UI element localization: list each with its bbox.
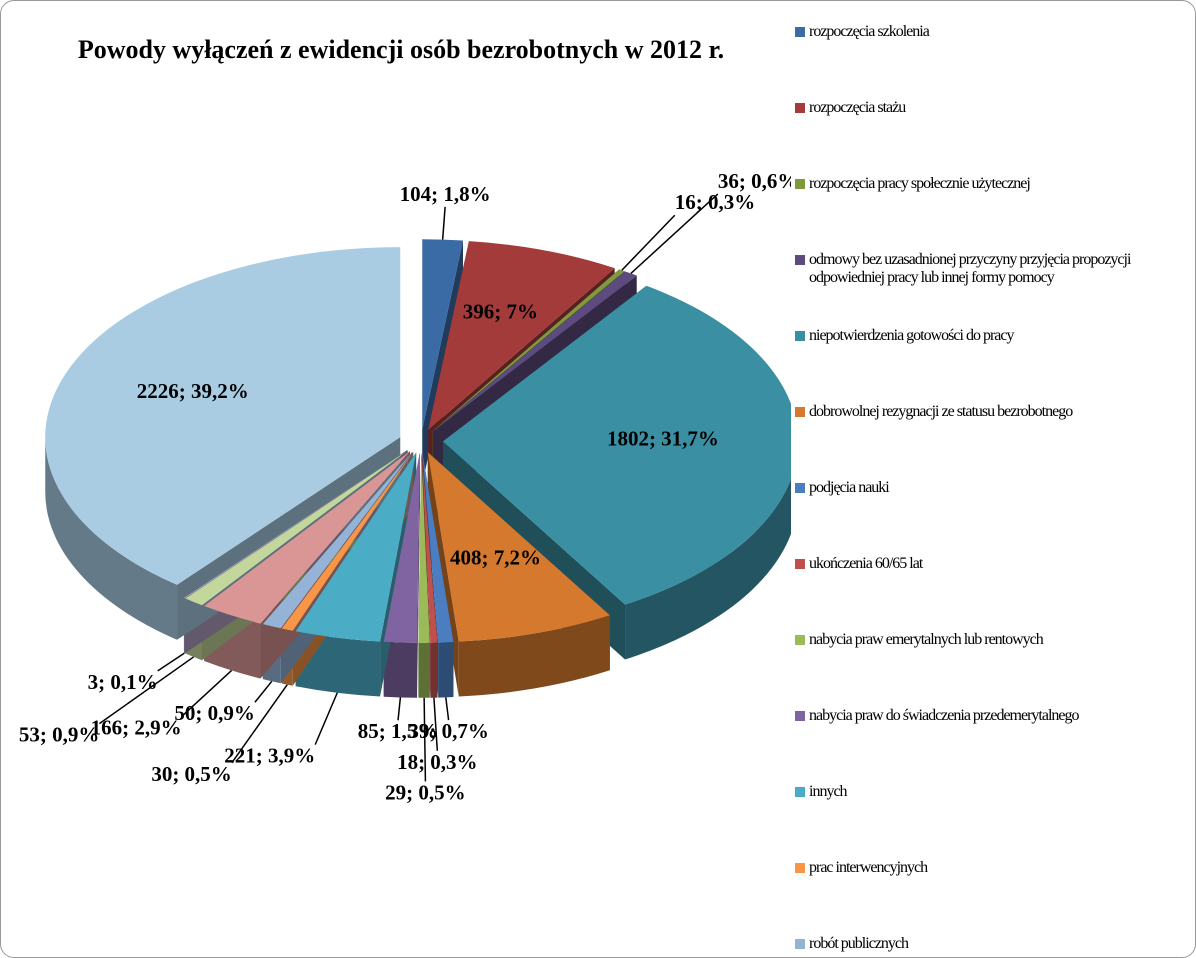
legend-item: innych — [795, 783, 1193, 801]
slice — [433, 271, 637, 432]
leader-line — [630, 193, 719, 274]
legend-swatch — [795, 483, 805, 493]
leader-line — [231, 684, 288, 764]
data-label: 85; 1,5% — [358, 719, 439, 743]
leader-line — [314, 692, 338, 745]
data-label: 18; 0,3% — [397, 750, 478, 774]
legend-swatch — [795, 559, 805, 569]
legend-item: robót publicznych — [795, 935, 1193, 953]
legend-item: odmowy bez uzasadnionej przyczyny przyję… — [795, 251, 1193, 287]
legend-label: podjęcia nauki — [809, 479, 890, 496]
legend-label: rozpoczęcia stażu — [809, 99, 906, 116]
legend-swatch — [795, 863, 805, 873]
legend-swatch — [795, 103, 805, 113]
data-label: 50; 0,9% — [174, 701, 255, 725]
legend-swatch — [795, 255, 805, 265]
legend-label: nabycia praw do świadczenia przedemeryta… — [809, 707, 1080, 724]
slice-side — [418, 642, 430, 698]
slice — [183, 450, 408, 599]
slice — [422, 452, 454, 643]
slice — [185, 450, 408, 606]
legend-item: ukończenia 60/65 lat — [795, 555, 1193, 573]
slice-side — [383, 641, 418, 698]
slice-side — [438, 642, 454, 698]
legend-item: rozpoczęcia pracy społecznie użytecznej — [795, 175, 1193, 193]
slice-tops — [45, 239, 791, 643]
legend-item: podjęcia nauki — [795, 479, 1193, 497]
legend-swatch — [795, 331, 805, 341]
leader-line — [181, 669, 233, 718]
leader-line — [397, 697, 402, 721]
chart-title: Powody wyłączeń z ewidencji osób bezrobo… — [77, 35, 725, 64]
data-label: 166; 2,9% — [91, 715, 182, 739]
leader-line — [423, 697, 427, 782]
slice — [262, 451, 413, 629]
legend-label: nabycia praw emerytalnych lub rentowych — [809, 631, 1044, 648]
legend-label: dobrowolnej rezygnacji ze statusu bezrob… — [809, 403, 1073, 420]
slice-side — [625, 478, 791, 660]
legend-item: niepotwierdzenia gotowości do pracy — [795, 327, 1193, 345]
slice-side — [430, 642, 438, 698]
legend-item: rozpoczęcia stażu — [795, 99, 1193, 117]
legend-label: innych — [809, 783, 848, 800]
legend-item: dobrowolnej rezygnacji ze statusu bezrob… — [795, 403, 1193, 421]
slice — [432, 269, 625, 432]
legend-item: rozpoczęcia szkolenia — [795, 23, 1193, 41]
legend-item: nabycia praw emerytalnych lub rentowych — [795, 631, 1193, 649]
slice-side — [45, 437, 178, 640]
legend-item: prac interwencyjnych — [795, 859, 1193, 877]
data-label: 1802; 31,7% — [607, 427, 719, 451]
legend-swatch — [795, 939, 805, 949]
data-label: 39; 0,7% — [408, 719, 489, 743]
data-label: 30; 0,5% — [151, 762, 232, 786]
legend-label: rozpoczęcia pracy społecznie użytecznej — [809, 175, 1031, 192]
legend-label: rozpoczęcia szkolenia — [809, 23, 930, 40]
legend-label: robót publicznych — [809, 935, 909, 952]
leader-line — [98, 656, 195, 725]
slice — [45, 247, 401, 585]
legend-swatch — [795, 635, 805, 645]
pie-area: 104; 1,8% 396; 7% 16; 0,3%36; 0,6% 1802; 31… — [19, 169, 791, 804]
leader-line — [433, 697, 439, 751]
legend-swatch — [795, 27, 805, 37]
leader-line — [621, 214, 676, 271]
slice — [281, 452, 414, 631]
legend-label: prac interwencyjnych — [809, 859, 928, 876]
slice — [422, 239, 464, 430]
data-label: 2226; 39,2% — [137, 379, 249, 403]
slice — [204, 451, 410, 624]
data-label: 221; 3,9% — [224, 744, 315, 768]
slice-side — [458, 615, 610, 697]
legend-swatch — [795, 787, 805, 797]
leader-line — [445, 697, 450, 721]
leader-line — [441, 206, 446, 240]
data-label: 3; 0,1% — [88, 670, 158, 694]
data-label: 36; 0,6% — [718, 169, 791, 193]
slice — [428, 241, 615, 430]
legend-label: odmowy bez uzasadnionej przyczyny przyję… — [809, 251, 1131, 286]
legend-label: niepotwierdzenia gotowości do pracy — [809, 327, 1014, 344]
slice — [383, 452, 420, 643]
slice — [421, 452, 438, 643]
slice-face — [417, 452, 420, 698]
slice — [442, 285, 791, 605]
legend-swatch — [795, 407, 805, 417]
data-label: 16; 0,3% — [675, 190, 756, 214]
data-label: 29; 0,5% — [385, 780, 466, 804]
leader-line — [157, 652, 185, 672]
legend-label: ukończenia 60/65 lat — [809, 555, 923, 572]
legend-item: nabycia praw do świadczenia przedemeryta… — [795, 707, 1193, 725]
slice — [427, 452, 610, 642]
legend-swatch — [795, 711, 805, 721]
slice — [295, 452, 417, 642]
data-label: 53; 0,9% — [19, 723, 100, 747]
data-label: 408; 7,2% — [450, 545, 541, 569]
data-label: 396; 7% — [463, 300, 538, 324]
legend-swatch — [795, 179, 805, 189]
leader-line — [254, 680, 273, 703]
data-label: 104; 1,8% — [400, 182, 491, 206]
slice — [418, 452, 430, 643]
